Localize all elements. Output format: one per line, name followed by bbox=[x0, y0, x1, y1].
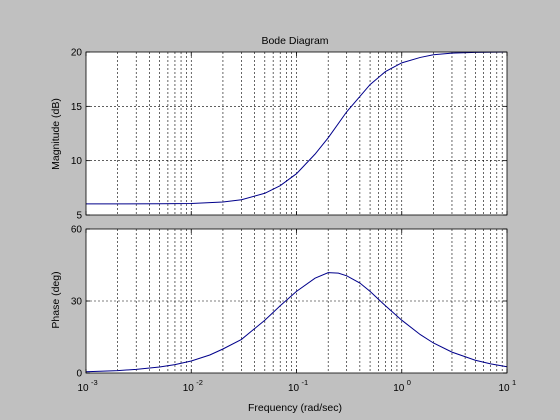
phase-xtick-exponent: 1 bbox=[512, 378, 516, 387]
phase-xtick-label: 10 bbox=[393, 383, 405, 394]
magnitude-ytick-label: 10 bbox=[71, 156, 83, 167]
frequency-xlabel: Frequency (rad/sec) bbox=[248, 402, 342, 414]
phase-ytick-label: 0 bbox=[76, 369, 82, 380]
phase-xtick-exponent: -1 bbox=[302, 378, 309, 387]
phase-xtick-exponent: 0 bbox=[407, 378, 411, 387]
chart-title: Bode Diagram bbox=[261, 35, 328, 47]
magnitude-ytick-label: 20 bbox=[71, 48, 83, 59]
phase-curve bbox=[85, 272, 508, 373]
phase-xtick-label: 10 bbox=[183, 383, 195, 394]
phase-ylabel: Phase (deg) bbox=[50, 271, 62, 328]
phase-xtick-label: 10 bbox=[288, 383, 300, 394]
phase-xtick-exponent: -3 bbox=[91, 378, 98, 387]
phase-xtick-label: 10 bbox=[77, 383, 89, 394]
phase-ytick-label: 60 bbox=[71, 225, 83, 236]
phase-ytick-label: 30 bbox=[71, 297, 83, 308]
magnitude-plot: 5 10 15 20 bbox=[71, 48, 508, 222]
magnitude-ylabel: Magnitude (dB) bbox=[50, 98, 62, 170]
magnitude-ytick-label: 5 bbox=[76, 211, 82, 222]
magnitude-ytick-label: 15 bbox=[71, 102, 83, 113]
phase-xtick-exponent: -2 bbox=[196, 378, 203, 387]
magnitude-curve bbox=[86, 51, 508, 205]
phase-xtick-label: 10 bbox=[498, 383, 510, 394]
